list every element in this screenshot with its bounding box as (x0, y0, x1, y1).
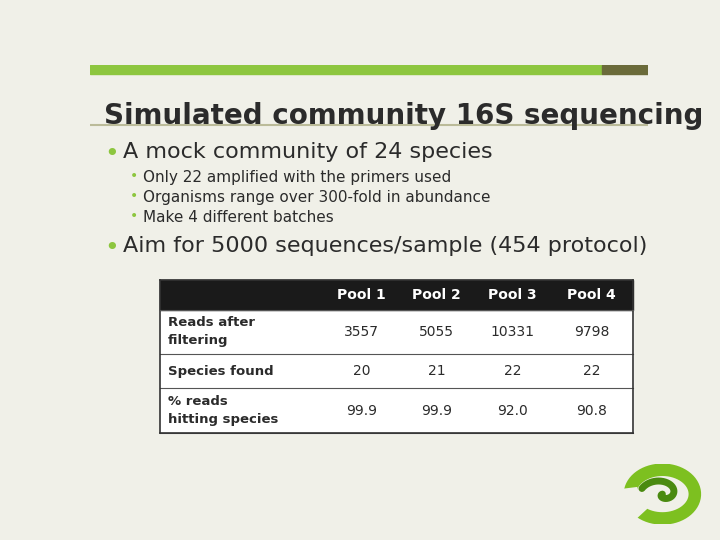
Text: Pool 1: Pool 1 (337, 288, 386, 302)
Text: 22: 22 (503, 364, 521, 378)
Text: 5055: 5055 (419, 325, 454, 339)
Text: •: • (130, 168, 138, 183)
Text: Aim for 5000 sequences/sample (454 protocol): Aim for 5000 sequences/sample (454 proto… (122, 236, 647, 256)
Text: Species found: Species found (168, 364, 273, 378)
Text: Pool 3: Pool 3 (488, 288, 536, 302)
Text: Pool 4: Pool 4 (567, 288, 616, 302)
Text: 3557: 3557 (343, 325, 379, 339)
Text: 9798: 9798 (574, 325, 610, 339)
Text: 20: 20 (353, 364, 370, 378)
Text: % reads
hitting species: % reads hitting species (168, 395, 278, 426)
Text: A mock community of 24 species: A mock community of 24 species (122, 142, 492, 162)
Bar (160, 354, 632, 388)
Text: •: • (104, 236, 119, 260)
Bar (601, 65, 648, 74)
Text: Reads after
filtering: Reads after filtering (168, 316, 254, 348)
Text: 90.8: 90.8 (577, 403, 607, 417)
Text: 99.9: 99.9 (421, 403, 452, 417)
Text: Simulated community 16S sequencing: Simulated community 16S sequencing (104, 102, 703, 130)
Bar (160, 280, 632, 309)
Text: Organisms range over 300-fold in abundance: Organisms range over 300-fold in abundan… (143, 190, 490, 205)
Text: 99.9: 99.9 (346, 403, 377, 417)
Text: •: • (130, 209, 138, 223)
Text: Make 4 different batches: Make 4 different batches (143, 210, 333, 225)
Bar (160, 388, 632, 433)
Text: 22: 22 (583, 364, 600, 378)
Text: 21: 21 (428, 364, 446, 378)
Bar (90, 65, 601, 74)
Text: Pool 2: Pool 2 (413, 288, 462, 302)
Text: •: • (104, 142, 119, 166)
Text: 92.0: 92.0 (497, 403, 528, 417)
Text: 10331: 10331 (490, 325, 534, 339)
Text: •: • (130, 189, 138, 202)
Text: Only 22 amplified with the primers used: Only 22 amplified with the primers used (143, 170, 451, 185)
Bar (160, 309, 632, 354)
